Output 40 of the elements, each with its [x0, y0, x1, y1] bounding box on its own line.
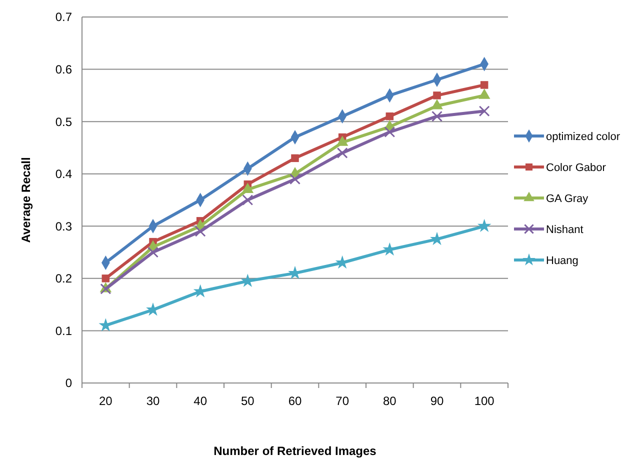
- legend-label: Huang: [546, 254, 578, 267]
- point: [290, 174, 300, 185]
- x-tick-label: 50: [240, 394, 255, 408]
- x-tick-label: 90: [430, 394, 444, 408]
- point: [432, 110, 442, 122]
- point: [386, 112, 394, 120]
- point: [480, 81, 488, 89]
- y-tick-label: 0: [65, 376, 72, 390]
- legend-label: GA Gray: [546, 192, 589, 205]
- y-axis-title: Average Recall: [19, 157, 33, 243]
- x-tick-label: 40: [194, 394, 208, 408]
- x-tick-label: 20: [98, 394, 113, 408]
- x-tick-label: 70: [336, 394, 350, 408]
- point: [433, 92, 441, 100]
- point: [148, 246, 158, 258]
- y-tick-label: 0.5: [55, 114, 72, 129]
- x-tick-label: 60: [288, 394, 302, 408]
- x-tick-label: 30: [146, 394, 160, 408]
- point: [336, 147, 348, 158]
- y-tick-label: 0.2: [55, 272, 72, 286]
- x-axis-title: Number of Retrieved Images: [214, 444, 377, 458]
- x-tick-label: 100: [474, 394, 495, 408]
- point: [291, 154, 299, 162]
- y-tick-label: 0.3: [55, 219, 72, 234]
- point: [477, 218, 492, 232]
- point: [384, 126, 396, 138]
- y-tick-label: 0.6: [55, 62, 72, 76]
- point: [240, 274, 255, 287]
- legend-label: optimized color: [546, 130, 620, 143]
- y-tick-label: 0.1: [55, 324, 72, 338]
- x-tick-label: 80: [382, 394, 397, 408]
- point: [242, 194, 254, 206]
- y-tick-label: 0.7: [55, 10, 72, 24]
- point: [478, 106, 490, 117]
- point: [194, 226, 206, 237]
- point: [102, 274, 110, 282]
- legend-label: Nishant: [546, 224, 584, 236]
- y-tick-label: 0.4: [55, 167, 72, 182]
- point: [242, 182, 254, 193]
- legend-label: Color Gabor: [546, 162, 606, 174]
